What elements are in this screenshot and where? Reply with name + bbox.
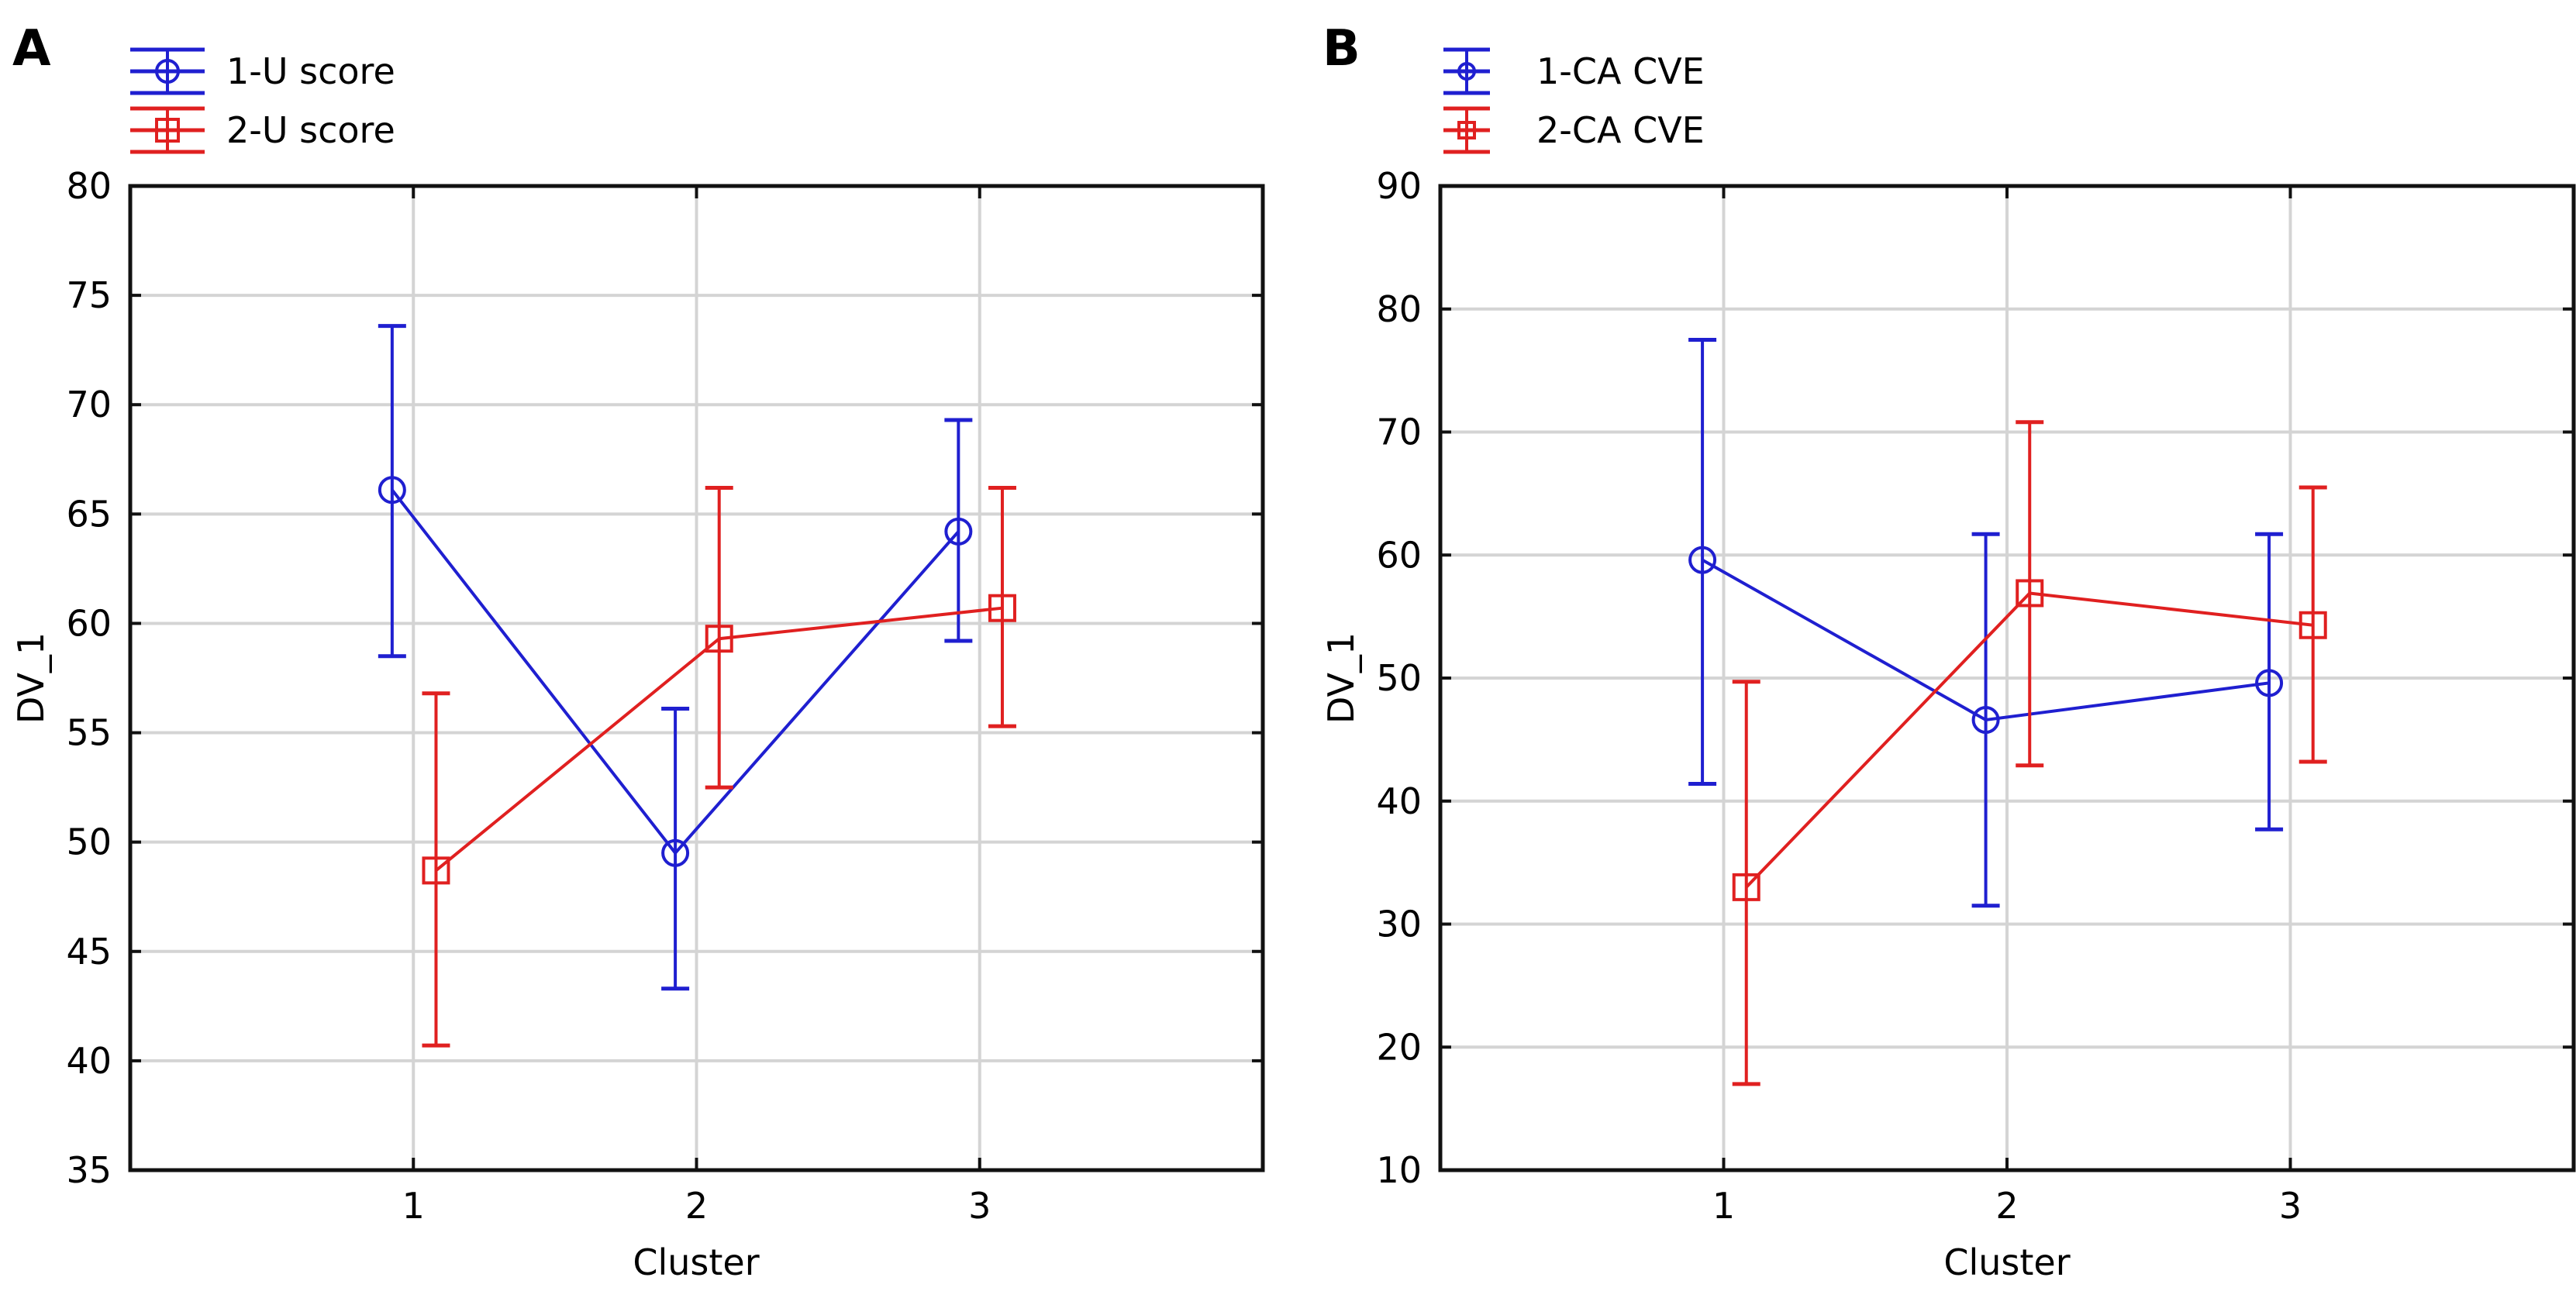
legend-marker <box>155 59 180 84</box>
error-bar <box>2255 532 2284 831</box>
data-point <box>422 856 450 885</box>
x-axis-title: Cluster <box>633 1241 759 1283</box>
data-point <box>661 838 690 867</box>
error-bar <box>705 485 733 790</box>
y-tick-label: 70 <box>1376 411 1422 453</box>
legend-label-series-1: 1-CA CVE <box>1536 50 1705 92</box>
legend-marker <box>1457 121 1476 139</box>
y-tick-label: 75 <box>66 274 112 316</box>
data-point <box>2298 611 2327 639</box>
error-bar <box>944 418 973 643</box>
y-tick-label: 50 <box>1376 657 1422 699</box>
y-tick-label: 60 <box>66 602 112 644</box>
y-axis-title: DV_1 <box>10 632 52 724</box>
x-tick-label: 3 <box>968 1185 991 1227</box>
plot-frame <box>128 184 1265 1172</box>
error-bar <box>1688 337 1717 787</box>
error-bar <box>378 324 406 659</box>
series-2 <box>1732 420 2327 1086</box>
series-1 <box>378 324 973 991</box>
legend: 1-U score 2-U score <box>130 47 395 154</box>
y-tick-label: 80 <box>66 165 112 207</box>
error-bar <box>2016 420 2044 768</box>
data-point <box>988 594 1016 622</box>
x-tick-label: 1 <box>1712 1185 1735 1227</box>
y-tick-label: 60 <box>1376 534 1422 576</box>
legend-icon-series-2 <box>1443 106 1490 154</box>
panel-label: B <box>1322 20 1360 77</box>
error-bar <box>1971 532 2000 908</box>
legend-label-series-1: 1-U score <box>226 50 395 92</box>
error-bar <box>2298 485 2327 764</box>
y-tick-label: 80 <box>1376 288 1422 330</box>
panel-b: B 1-CA CVE 2-CA CVE 10 20 30 40 50 60 70 80 90 1 2… <box>1320 20 2576 1283</box>
error-bar <box>422 691 450 1048</box>
plot-frame <box>1438 184 2576 1172</box>
x-tick-label: 1 <box>402 1185 425 1227</box>
x-tick-label: 2 <box>1995 1185 2018 1227</box>
x-tick-label: 2 <box>685 1185 708 1227</box>
y-tick-label: 90 <box>1376 165 1422 207</box>
x-axis-title: Cluster <box>1943 1241 2070 1283</box>
data-point <box>944 517 973 546</box>
panel-label: A <box>12 20 51 77</box>
data-point <box>1732 873 1760 901</box>
error-bar <box>988 485 1016 728</box>
error-bar <box>661 707 690 991</box>
legend-marker <box>1457 62 1476 81</box>
y-tick-label: 70 <box>66 384 112 425</box>
legend-icon-series-2 <box>130 106 205 154</box>
y-tick-label: 45 <box>66 931 112 973</box>
y-tick-label: 40 <box>1376 780 1422 822</box>
x-tick-label: 3 <box>2279 1185 2302 1227</box>
data-point <box>378 476 406 504</box>
plot-area: 35 40 45 50 55 60 65 70 75 80 1 2 3 <box>66 165 1265 1227</box>
legend-icon-series-1 <box>130 47 205 95</box>
data-point <box>705 625 733 653</box>
y-tick-label: 55 <box>66 712 112 754</box>
data-point <box>2255 669 2284 697</box>
data-point <box>2016 579 2044 608</box>
legend-icon-series-1 <box>1443 47 1490 95</box>
y-tick-label: 20 <box>1376 1026 1422 1068</box>
plot-area: 10 20 30 40 50 60 70 80 90 1 2 3 <box>1376 165 2576 1227</box>
legend-label-series-2: 2-U score <box>226 109 395 151</box>
series-2 <box>422 485 1016 1048</box>
series-1 <box>1688 337 2284 908</box>
data-point <box>1688 546 1717 574</box>
legend-marker <box>155 118 180 143</box>
data-point <box>1971 705 2000 734</box>
y-tick-label: 10 <box>1376 1149 1422 1191</box>
y-tick-label: 35 <box>66 1149 112 1191</box>
error-bar <box>1732 680 1760 1086</box>
y-tick-label: 40 <box>66 1040 112 1082</box>
panel-a: A 1-U score 2-U score 35 40 45 50 55 60 65 70 75… <box>10 20 1265 1283</box>
y-axis-title: DV_1 <box>1320 632 1362 724</box>
y-tick-label: 65 <box>66 493 112 535</box>
y-tick-label: 50 <box>66 821 112 863</box>
legend-label-series-2: 2-CA CVE <box>1536 109 1705 151</box>
legend: 1-CA CVE 2-CA CVE <box>1443 47 1705 154</box>
y-tick-label: 30 <box>1376 904 1422 945</box>
